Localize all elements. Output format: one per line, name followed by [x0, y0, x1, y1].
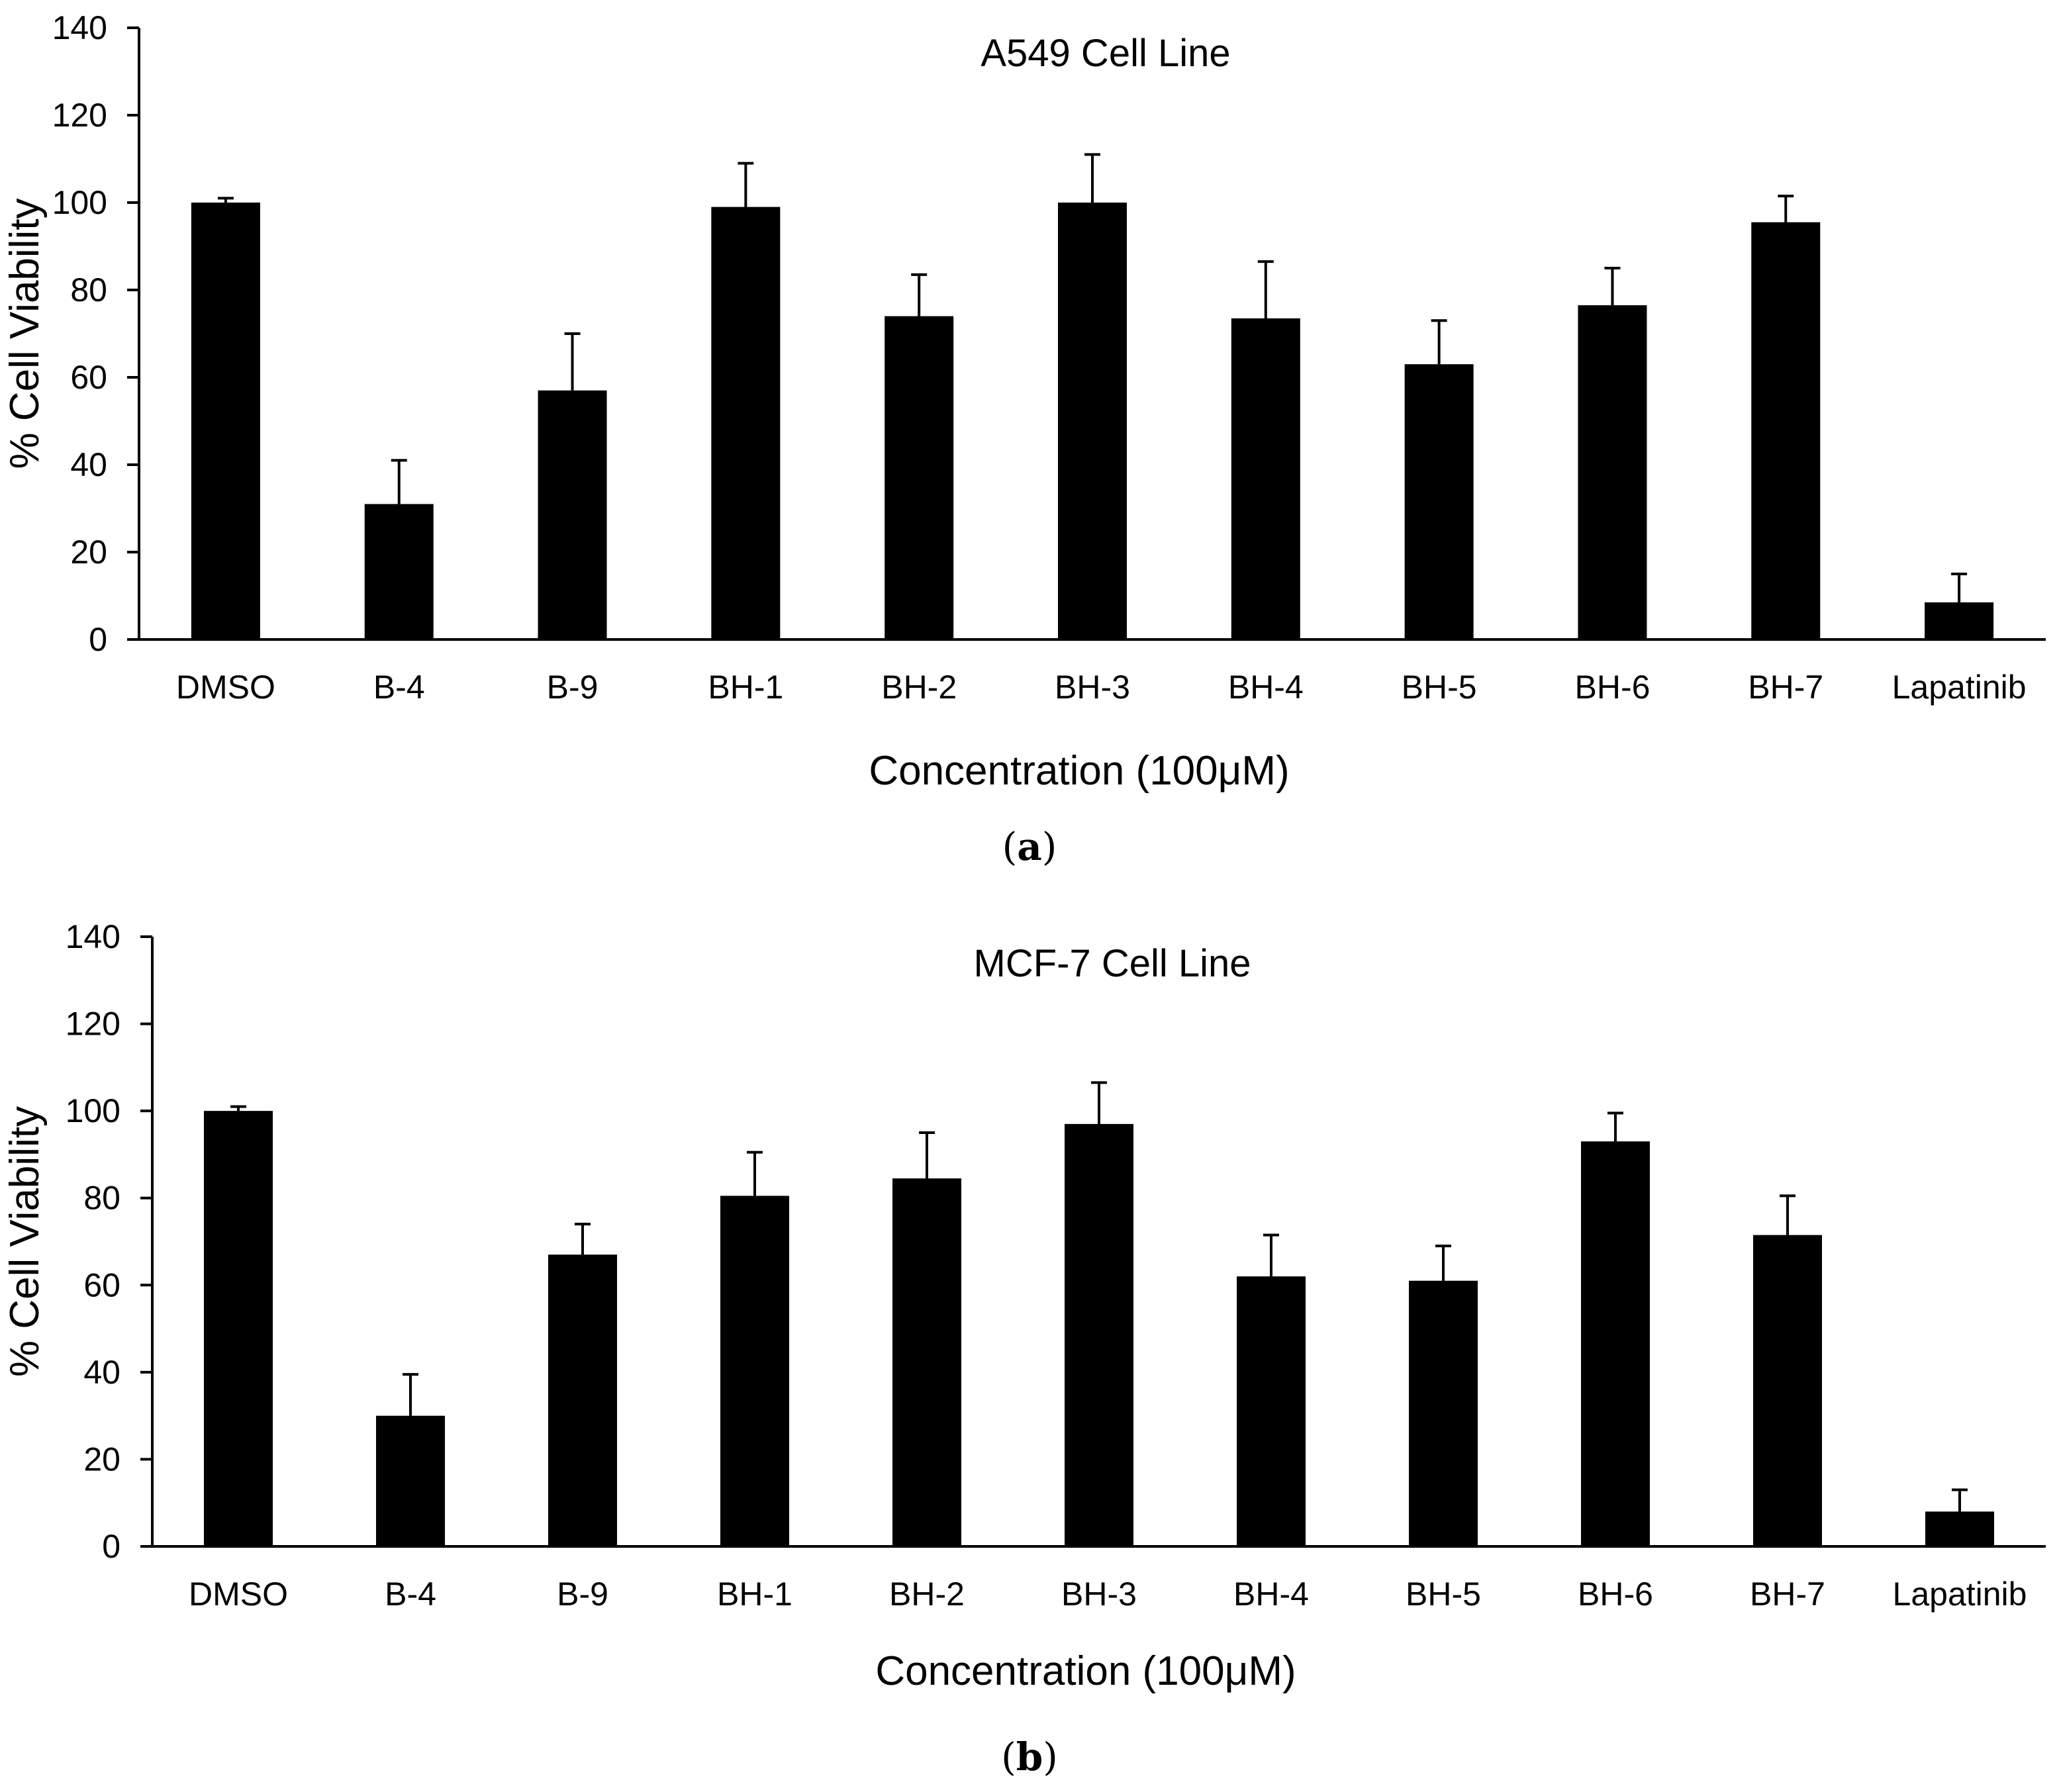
- category-label-bh-4: BH-4: [1228, 669, 1304, 706]
- category-label-bh-6: BH-6: [1578, 1576, 1653, 1613]
- category-label-b-9: B-9: [547, 669, 599, 706]
- category-label-bh-1: BH-1: [708, 669, 783, 706]
- bar-b-9: [548, 1254, 617, 1546]
- y-tick-label: 0: [89, 621, 107, 658]
- category-label-bh-3: BH-3: [1055, 669, 1130, 706]
- bar-bh-2: [892, 1178, 961, 1546]
- bar-bh-3: [1058, 203, 1127, 639]
- bar-b-9: [538, 390, 607, 639]
- category-label-bh-3: BH-3: [1061, 1576, 1137, 1613]
- chart-panel-b: 0 20 40 60 80 100 120 140 DMSO B-4 B-9 BH-1 BH-2 BH-3…: [0, 907, 2059, 1792]
- bar-chart-a549: 0 20 40 60 80 100 120 140 DMSO B-4 B-9 BH-1 BH-2 BH-3…: [2, 9, 2046, 794]
- bar-b-4: [376, 1415, 445, 1546]
- bar-bh-7: [1751, 222, 1821, 639]
- y-tick-label: 120: [52, 97, 107, 134]
- category-label-bh-2: BH-2: [889, 1576, 965, 1613]
- category-label-b-4: B-4: [373, 669, 425, 706]
- y-tick-label: 120: [66, 1006, 120, 1043]
- panel-label-b: (b): [1001, 1734, 1058, 1779]
- category-label-bh-7: BH-7: [1750, 1576, 1825, 1613]
- chart-title-b: MCF-7 Cell Line: [974, 942, 1251, 985]
- category-label-b-9: B-9: [557, 1576, 608, 1613]
- y-axis-title-b: % Cell Viability: [2, 1106, 48, 1377]
- panel-label-a: (a): [1002, 824, 1057, 869]
- category-label-dmso: DMSO: [189, 1576, 288, 1613]
- bar-bh-3: [1065, 1123, 1133, 1546]
- bar-bh-1: [720, 1196, 789, 1546]
- bar-bh-2: [885, 316, 954, 639]
- category-label-bh-7: BH-7: [1748, 669, 1823, 706]
- bar-bh-7: [1753, 1235, 1822, 1546]
- category-label-lapatinib: Lapatinib: [1892, 669, 2027, 706]
- bar-bh-5: [1409, 1280, 1478, 1546]
- y-tick-label: 40: [70, 446, 107, 483]
- bar-lapatinib: [1925, 602, 1994, 639]
- y-tick-label: 60: [83, 1266, 120, 1303]
- category-label-dmso: DMSO: [176, 669, 275, 706]
- bar-bh-4: [1231, 318, 1300, 639]
- category-label-bh-6: BH-6: [1574, 669, 1650, 706]
- bar-chart-mcf7: 0 20 40 60 80 100 120 140 DMSO B-4 B-9 BH-1 BH-2 BH-3…: [2, 918, 2046, 1694]
- bar-dmso: [204, 1111, 273, 1546]
- x-axis-title-b: Concentration (100μM): [875, 1648, 1296, 1694]
- category-label-bh-5: BH-5: [1406, 1576, 1481, 1613]
- y-tick-label: 80: [70, 271, 107, 308]
- bar-dmso: [191, 203, 260, 639]
- y-axis-title-a: % Cell Viability: [2, 199, 48, 469]
- bar-b-4: [364, 504, 434, 639]
- y-tick-label: 100: [52, 184, 107, 221]
- x-axis-title-a: Concentration (100μM): [869, 748, 1289, 794]
- y-tick-label: 140: [66, 918, 120, 955]
- category-label-bh-1: BH-1: [717, 1576, 792, 1613]
- chart-panel-a: 0 20 40 60 80 100 120 140 DMSO B-4 B-9 BH-1 BH-2 BH-3…: [2, 9, 2046, 869]
- y-tick-label: 80: [83, 1180, 120, 1217]
- y-tick-label: 140: [52, 9, 107, 46]
- category-label-bh-4: BH-4: [1233, 1576, 1309, 1613]
- y-tick-label: 40: [83, 1354, 120, 1391]
- bar-bh-5: [1404, 364, 1474, 639]
- category-label-bh-5: BH-5: [1402, 669, 1477, 706]
- bar-bh-6: [1581, 1141, 1650, 1546]
- y-tick-label: 60: [70, 359, 107, 396]
- bar-bh-1: [711, 207, 781, 640]
- y-tick-label: 100: [66, 1092, 120, 1129]
- y-tick-label: 20: [83, 1440, 120, 1478]
- bar-bh-6: [1578, 305, 1647, 639]
- category-label-bh-2: BH-2: [881, 669, 957, 706]
- category-label-lapatinib: Lapatinib: [1893, 1576, 2027, 1613]
- y-tick-label: 20: [70, 534, 107, 571]
- chart-title-a: A549 Cell Line: [981, 32, 1230, 75]
- bar-bh-4: [1237, 1276, 1306, 1546]
- category-label-b-4: B-4: [385, 1576, 436, 1613]
- y-tick-label: 0: [102, 1528, 120, 1565]
- bar-lapatinib: [1925, 1511, 1994, 1546]
